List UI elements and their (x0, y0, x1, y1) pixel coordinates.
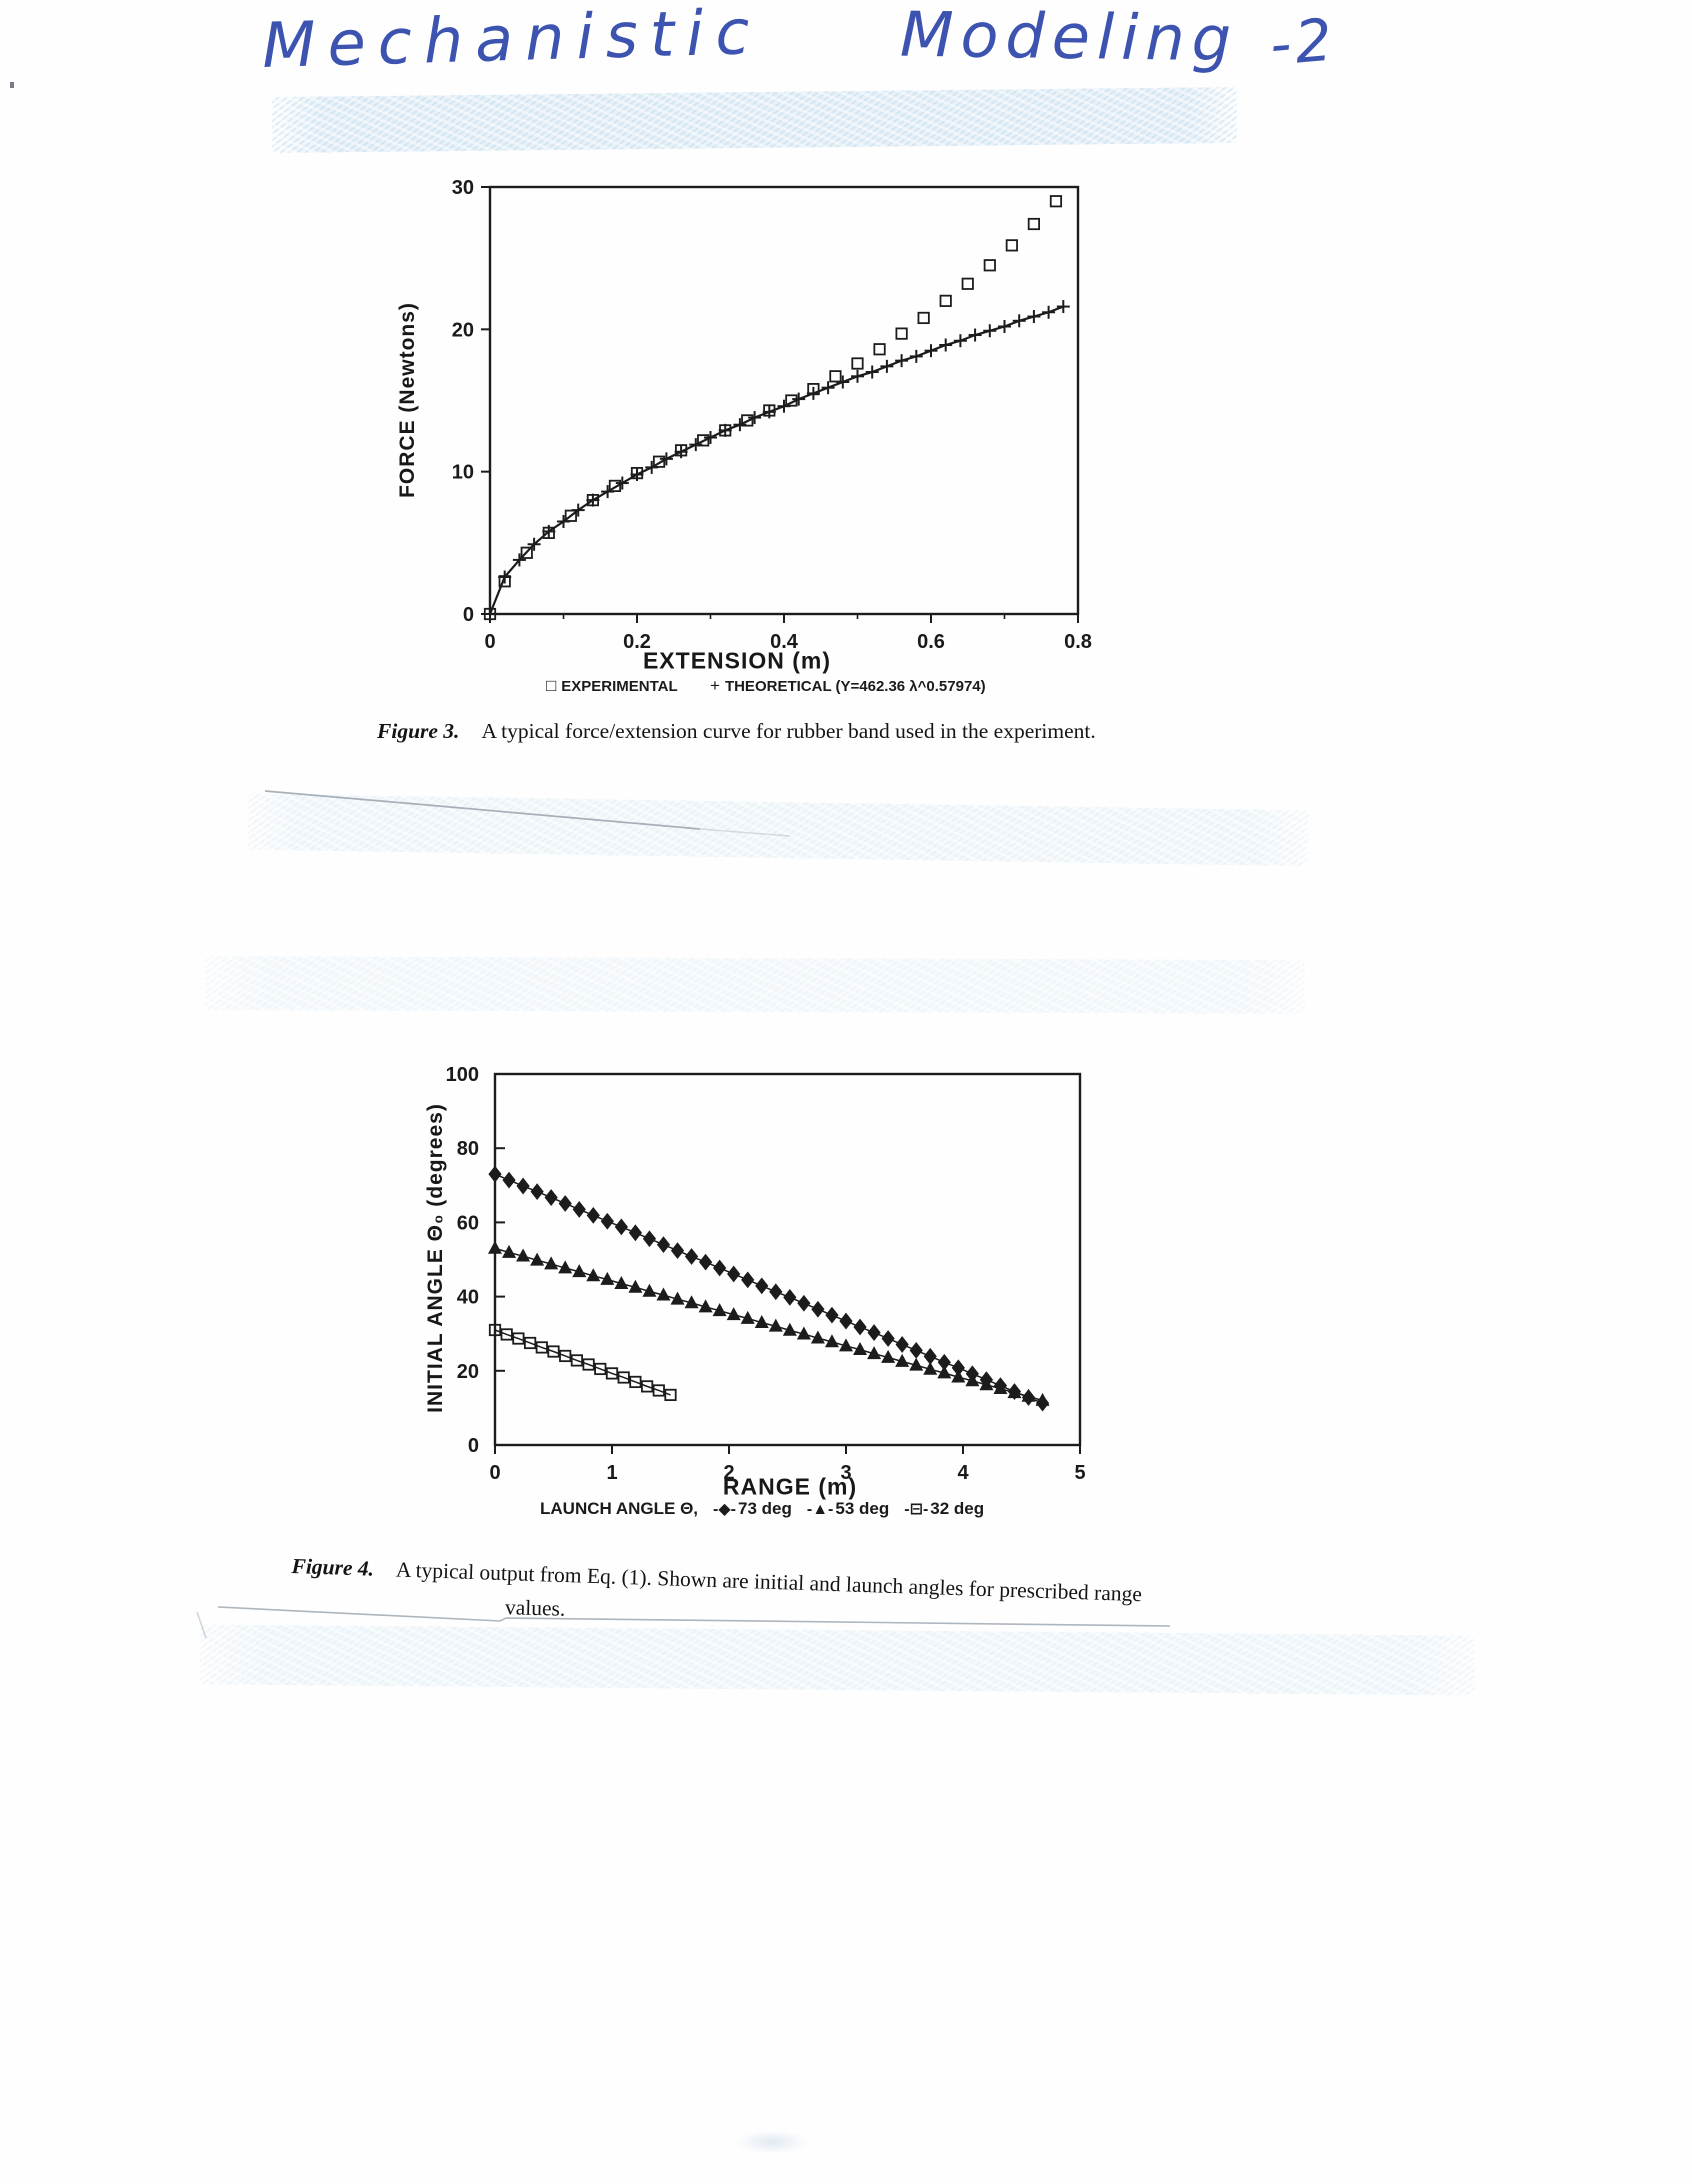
svg-text:10: 10 (452, 462, 474, 484)
fig3-legend-theoretical: + THEORETICAL (Y=462.36 λ^0.57974) (710, 676, 986, 696)
fig3-x-axis-title: EXTENSION (m) (642, 647, 832, 674)
figure3-caption-text: A typical force/extension curve for rubb… (481, 719, 1096, 743)
scan-speck (10, 82, 14, 88)
svg-text:0: 0 (489, 1462, 500, 1484)
fig4-legend: LAUNCH ANGLE Θ, -◆- 73 deg -▲- 53 deg -⊟- 3… (540, 1499, 984, 1519)
figure4-caption-line2: values. (504, 1595, 566, 1621)
svg-text:0.4: 0.4 (770, 631, 799, 653)
svg-text:0.6: 0.6 (917, 631, 945, 653)
svg-text:0.8: 0.8 (1064, 631, 1092, 653)
svg-text:60: 60 (457, 1212, 479, 1234)
open-square-marker-icon: □ (546, 676, 557, 695)
fig4-x-axis-title: RANGE (m) (722, 1473, 858, 1500)
svg-text:80: 80 (457, 1138, 479, 1160)
figure3-caption-label: Figure 3. (377, 719, 460, 743)
svg-text:0: 0 (484, 631, 495, 653)
scan-smudge (735, 2130, 809, 2154)
svg-text:5: 5 (1074, 1462, 1085, 1484)
svg-text:30: 30 (452, 177, 474, 199)
fig3-legend-experimental: □ EXPERIMENTAL (546, 676, 678, 696)
figure3-plot-area: 0 0.2 0.4 0.6 0.8 0 10 20 30 (452, 177, 1092, 653)
svg-text:1: 1 (606, 1462, 617, 1484)
fig4-legend-title: LAUNCH ANGLE Θ, (540, 1499, 699, 1518)
svg-text:20: 20 (452, 319, 474, 341)
fig3-y-axis-title: FORCE (Newtons) (396, 302, 419, 498)
fig4-legend-53deg-label: 53 deg (835, 1499, 890, 1518)
plus-marker-icon: + (710, 676, 720, 695)
figure4-caption-label: Figure 4. (291, 1554, 375, 1581)
svg-text:100: 100 (446, 1064, 479, 1086)
fig3-legend-theoretical-label: THEORETICAL (Y=462.36 λ^0.57974) (724, 678, 986, 695)
fig4-legend-32deg: -⊟- 32 deg (904, 1499, 984, 1519)
fig4-legend-32deg-label: 32 deg (930, 1499, 985, 1518)
fig4-legend-53deg: -▲- 53 deg (807, 1499, 889, 1519)
svg-text:20: 20 (457, 1361, 479, 1383)
figure4-plot-area: 0 1 2 3 4 5 0 20 40 60 80 100 (446, 1064, 1086, 1484)
paper-strip-corner-mark (196, 1611, 207, 1639)
svg-text:2: 2 (723, 1462, 734, 1484)
fig4-y-axis-title: INITIAL ANGLE Θ₀ (degrees) (424, 1103, 447, 1413)
triangle-marker-icon: -▲- (806, 1501, 834, 1518)
svg-text:3: 3 (840, 1462, 851, 1484)
paper-strip-edge-line (264, 790, 701, 830)
svg-text:0: 0 (468, 1435, 479, 1457)
svg-text:0: 0 (463, 604, 474, 626)
figure3-caption: Figure 3. A typical force/extension curve… (377, 719, 1096, 744)
fig4-legend-73deg-label: 73 deg (738, 1499, 792, 1518)
svg-text:40: 40 (457, 1287, 479, 1309)
crossed-square-marker-icon: -⊟- (904, 1501, 929, 1518)
fig3-legend-experimental-label: EXPERIMENTAL (561, 678, 678, 695)
svg-text:4: 4 (957, 1462, 969, 1484)
paper-strip-edge-line (217, 1606, 1171, 1627)
diamond-marker-icon: -◆- (713, 1501, 736, 1518)
svg-text:0.2: 0.2 (623, 631, 651, 653)
paper-strip-edge-line (699, 828, 791, 837)
fig4-legend-73deg: -◆- 73 deg (713, 1499, 792, 1519)
